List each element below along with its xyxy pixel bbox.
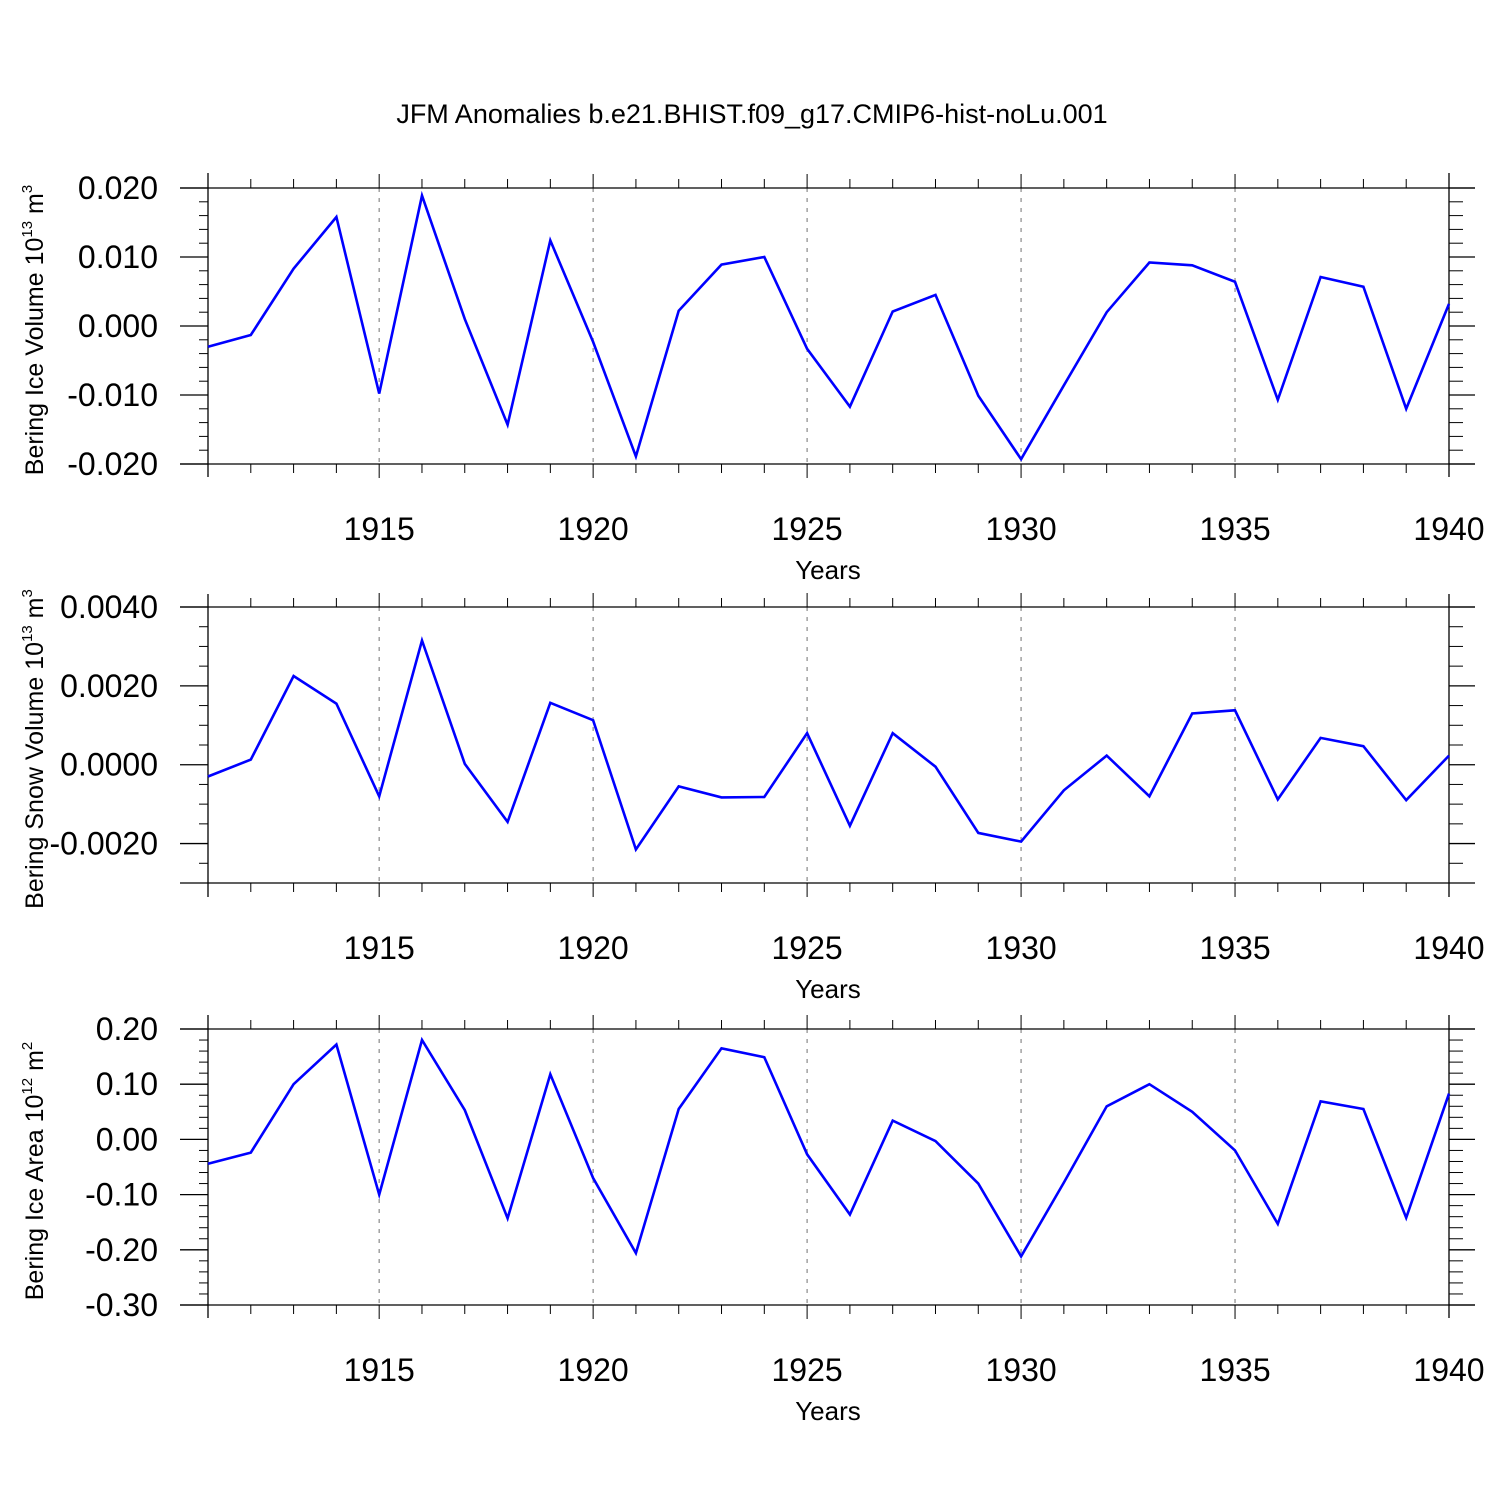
chart-panel-3: 0.20 0.10 0.00 -0.10 -0.20 -0.30 1915 1920 1925 1… (19, 1011, 1485, 1426)
y-label-text: Bering Ice Area 10 (21, 1095, 49, 1301)
x-tick-label: 1920 (558, 1352, 629, 1388)
y-axis-label: Bering Snow Volume 1013 m3 (19, 589, 49, 909)
y-label-text: Bering Snow Volume 10 (21, 642, 49, 909)
y-label-superscript: 3 (19, 185, 36, 193)
x-axis-label: Years (795, 974, 861, 1004)
y-tick-label: 0.10 (96, 1066, 158, 1102)
y-tick-label: -0.20 (85, 1232, 158, 1268)
x-axis-label: Years (795, 1396, 861, 1426)
y-tick-label: -0.020 (67, 446, 158, 482)
series-line (207, 636, 1450, 853)
chart-title: JFM Anomalies b.e21.BHIST.f09_g17.CMIP6-… (396, 99, 1107, 129)
x-tick-label: 1915 (344, 511, 415, 547)
x-tick-label: 1930 (985, 1352, 1056, 1388)
x-tick-label: 1940 (1413, 511, 1484, 547)
y-tick-label: 0.000 (78, 308, 158, 344)
chart-panel-2: 0.0040 0.0020 0.0000 -0.0020 1915 1920 1925 193… (19, 589, 1485, 1004)
x-tick-label: 1930 (985, 511, 1056, 547)
y-label-text: m (21, 598, 49, 626)
x-tick-label: 1940 (1413, 1352, 1484, 1388)
x-tick-label: 1920 (558, 511, 629, 547)
y-tick-label: -0.30 (85, 1287, 158, 1323)
x-axis-label: Years (795, 555, 861, 585)
y-label-superscript: 12 (19, 1078, 36, 1095)
series-line (207, 1036, 1451, 1259)
y-tick-label: -0.10 (85, 1177, 158, 1213)
y-axis-label: Bering Ice Volume 1013 m3 (19, 185, 49, 475)
y-tick-label: 0.0040 (60, 589, 158, 625)
y-label-superscript: 2 (19, 1042, 36, 1050)
y-label-text: m (21, 193, 49, 221)
y-tick-label: 0.020 (78, 170, 158, 206)
x-tick-label: 1925 (772, 511, 843, 547)
y-label-superscript: 13 (19, 625, 36, 642)
y-tick-label: 0.0020 (60, 668, 158, 704)
y-tick-label: 0.010 (78, 239, 158, 275)
y-tick-label: 0.20 (96, 1011, 158, 1047)
y-label-superscript: 3 (19, 589, 36, 597)
y-tick-label: 0.00 (96, 1121, 158, 1157)
x-tick-label: 1935 (1199, 1352, 1270, 1388)
y-label-superscript: 13 (19, 221, 36, 238)
x-tick-label: 1935 (1199, 511, 1270, 547)
y-label-text: Bering Ice Volume 10 (21, 238, 49, 476)
x-tick-label: 1925 (772, 930, 843, 966)
series-line (207, 190, 1451, 462)
x-tick-label: 1940 (1413, 930, 1484, 966)
x-tick-label: 1930 (985, 930, 1056, 966)
x-tick-label: 1920 (558, 930, 629, 966)
y-label-text: m (21, 1050, 49, 1078)
x-tick-label: 1915 (344, 1352, 415, 1388)
chart-panel-1: 0.020 0.010 0.000 -0.010 -0.020 1915 1920 1925 1… (19, 170, 1485, 585)
y-tick-label: -0.010 (67, 377, 158, 413)
x-tick-label: 1925 (772, 1352, 843, 1388)
x-tick-label: 1915 (344, 930, 415, 966)
y-tick-label: 0.0000 (60, 747, 158, 783)
y-axis-label: Bering Ice Area 1012 m2 (19, 1042, 49, 1301)
x-tick-label: 1935 (1199, 930, 1270, 966)
y-tick-label: -0.0020 (49, 826, 158, 862)
